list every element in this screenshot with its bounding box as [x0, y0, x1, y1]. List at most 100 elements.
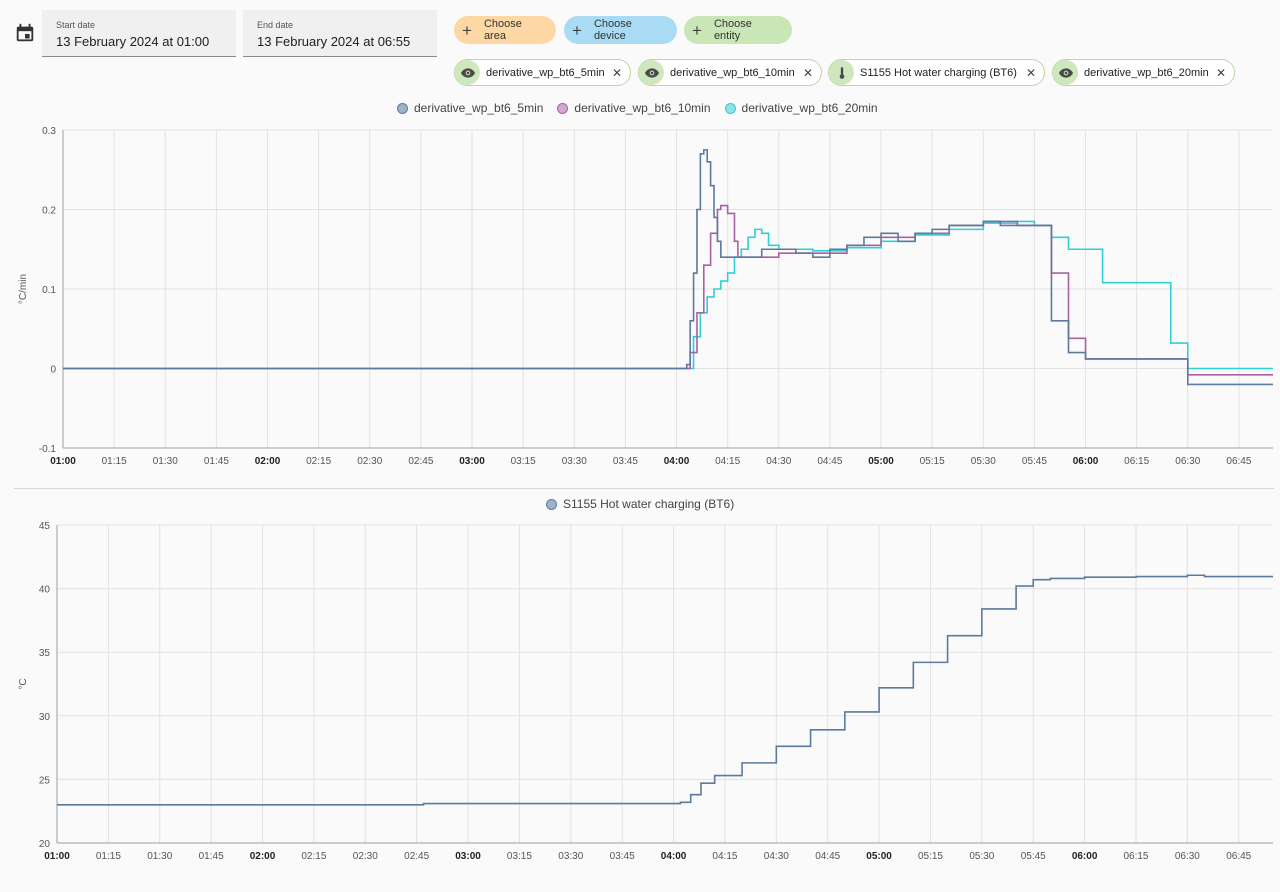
plus-icon: + [692, 20, 702, 40]
x-tick-label: 05:30 [969, 851, 994, 862]
x-tick-label: 02:45 [408, 456, 433, 467]
thermometer-icon [829, 60, 854, 85]
legend-label: S1155 Hot water charging (BT6) [563, 497, 735, 511]
entity-chip-label: S1155 Hot water charging (BT6) [860, 66, 1017, 79]
y-tick-label: 0.2 [42, 206, 56, 217]
legend-dot [397, 102, 408, 114]
x-tick-label: 02:00 [250, 851, 276, 862]
start-date-label: Start date [56, 20, 96, 30]
x-tick-label: 02:00 [255, 456, 281, 467]
x-tick-label: 01:00 [44, 851, 70, 862]
x-tick-label: 05:15 [920, 456, 945, 467]
x-tick-label: 04:00 [661, 851, 687, 862]
derivative-chart: -0.1 0 0.1 0.2 0.3 01:00 01:15 01:30 01:45 02:00 0… [18, 126, 1273, 467]
y-tick-label: 30 [39, 712, 51, 723]
end-date-value: 13 February 2024 at 06:55 [257, 34, 411, 49]
x-tick-label: 05:30 [971, 456, 996, 467]
x-tick-label: 01:30 [153, 456, 178, 467]
y-tick-label: 20 [39, 839, 51, 850]
x-tick-label: 05:00 [868, 456, 894, 467]
end-date-label: End date [257, 20, 294, 30]
x-tick-label: 03:45 [613, 456, 638, 467]
entity-chip[interactable]: S1155 Hot water charging (BT6) ✕ [828, 59, 1045, 86]
choose-device-button[interactable]: + Choose device [564, 16, 677, 44]
choose-device-label: Choose device [593, 18, 632, 42]
series-line [57, 574, 1273, 806]
x-tick-label: 04:30 [764, 851, 789, 862]
x-tick-label: 01:45 [204, 456, 229, 467]
eye-icon [1053, 60, 1078, 85]
x-tick-label: 04:45 [817, 456, 842, 467]
x-tick-label: 04:15 [712, 851, 737, 862]
series-line [63, 149, 1273, 386]
x-tick-label: 01:45 [199, 851, 224, 862]
start-date-field[interactable]: Start date 13 February 2024 at 01:00 [42, 10, 236, 57]
plus-icon: + [572, 20, 582, 40]
legend-dot [724, 102, 736, 114]
close-icon[interactable]: ✕ [1215, 65, 1226, 80]
legend-item[interactable]: derivative_wp_bt6_10min [557, 101, 711, 115]
legend-item[interactable]: S1155 Hot water charging (BT6) [546, 497, 734, 511]
entity-chip-label: derivative_wp_bt6_10min [670, 66, 795, 79]
plus-icon: + [462, 20, 472, 40]
x-tick-label: 04:30 [766, 456, 791, 467]
y-axis-label: °C/min [18, 274, 29, 304]
x-tick-label: 03:15 [511, 456, 536, 467]
legend-dot [557, 102, 569, 114]
y-axis-label: °C [18, 678, 29, 689]
x-tick-label: 03:15 [507, 851, 532, 862]
choose-area-label: Choose area [483, 18, 522, 42]
close-icon[interactable]: ✕ [611, 65, 622, 80]
chart-divider [14, 488, 1274, 489]
end-date-field[interactable]: End date 13 February 2024 at 06:55 [243, 10, 437, 57]
x-tick-label: 06:30 [1175, 456, 1200, 467]
y-tick-label: 40 [39, 585, 51, 596]
entity-chip[interactable]: derivative_wp_bt6_10min ✕ [638, 59, 822, 86]
x-tick-label: 04:15 [715, 456, 740, 467]
entity-chip[interactable]: derivative_wp_bt6_5min ✕ [454, 59, 631, 86]
x-tick-label: 05:15 [918, 851, 943, 862]
x-tick-label: 03:00 [455, 851, 481, 862]
start-date-value: 13 February 2024 at 01:00 [56, 34, 210, 49]
x-tick-label: 05:00 [866, 851, 892, 862]
y-tick-label: 0.1 [42, 285, 56, 296]
legend-label: derivative_wp_bt6_10min [574, 101, 711, 115]
x-tick-label: 06:00 [1073, 456, 1099, 467]
x-tick-label: 01:30 [147, 851, 172, 862]
x-tick-label: 02:45 [404, 851, 429, 862]
y-tick-label: 0 [50, 365, 56, 376]
eye-icon [455, 60, 480, 85]
x-tick-label: 01:00 [50, 456, 76, 467]
x-tick-label: 06:45 [1226, 851, 1251, 862]
entity-chip-label: derivative_wp_bt6_20min [1084, 66, 1209, 79]
x-tick-label: 06:00 [1072, 851, 1098, 862]
x-tick-label: 04:00 [664, 456, 690, 467]
y-tick-label: 25 [39, 775, 51, 786]
x-tick-label: 06:15 [1124, 456, 1149, 467]
x-tick-label: 04:45 [815, 851, 840, 862]
choose-entity-button[interactable]: + Choose entity [684, 16, 792, 44]
chart1-legend: derivative_wp_bt6_5min derivative_wp_bt6… [397, 101, 892, 115]
y-tick-label: 45 [39, 521, 51, 532]
y-tick-label: 0.3 [42, 126, 56, 137]
x-tick-label: 03:45 [610, 851, 635, 862]
x-tick-label: 06:15 [1123, 851, 1148, 862]
entity-chip[interactable]: derivative_wp_bt6_20min ✕ [1052, 59, 1235, 86]
choose-entity-label: Choose entity [713, 18, 752, 42]
x-tick-label: 03:30 [562, 456, 587, 467]
entity-chip-label: derivative_wp_bt6_5min [486, 66, 605, 79]
x-tick-label: 06:45 [1226, 456, 1251, 467]
close-icon[interactable]: ✕ [802, 65, 813, 80]
chart2-legend: S1155 Hot water charging (BT6) [546, 497, 748, 511]
x-tick-label: 02:30 [357, 456, 382, 467]
legend-item[interactable]: derivative_wp_bt6_5min [397, 101, 543, 115]
x-tick-label: 01:15 [96, 851, 121, 862]
x-tick-label: 01:15 [102, 456, 127, 467]
legend-item[interactable]: derivative_wp_bt6_20min [724, 101, 878, 115]
x-tick-label: 02:30 [353, 851, 378, 862]
y-tick-label: -0.1 [39, 444, 57, 455]
choose-area-button[interactable]: + Choose area [454, 16, 556, 44]
x-tick-label: 05:45 [1021, 851, 1046, 862]
legend-label: derivative_wp_bt6_5min [414, 101, 544, 115]
close-icon[interactable]: ✕ [1025, 65, 1036, 80]
